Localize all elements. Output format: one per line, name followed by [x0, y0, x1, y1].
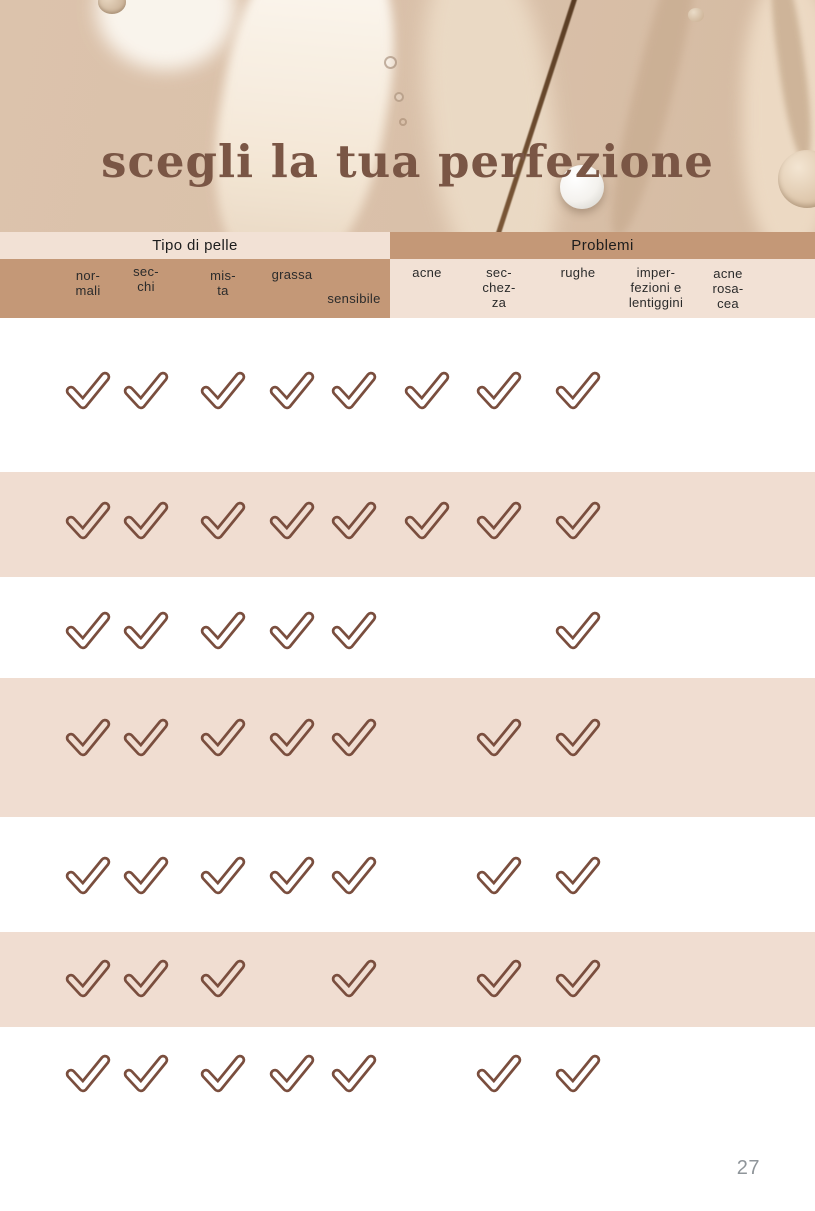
table-body — [0, 318, 815, 1211]
group-title-tipo-di-pelle: Tipo di pelle — [0, 232, 390, 259]
column-header-imperfezioni: imper- fezioni e lentiggini — [628, 265, 684, 310]
droplet — [98, 0, 126, 14]
check-icon — [65, 611, 111, 650]
table-row — [0, 817, 815, 932]
column-header-secchi: sec- chi — [133, 264, 159, 294]
check-icon — [331, 1054, 377, 1093]
skin-type-group: Tipo di pelle nor- mali sec- chi mis- ta gr… — [0, 232, 390, 318]
check-icon — [200, 856, 246, 895]
table-row — [0, 932, 815, 1027]
column-header-grassa: grassa — [271, 267, 313, 282]
check-icon — [123, 1054, 169, 1093]
check-icon — [331, 371, 377, 410]
check-icon — [555, 371, 601, 410]
check-icon — [200, 501, 246, 540]
table-header: Tipo di pelle nor- mali sec- chi mis- ta gr… — [0, 232, 815, 318]
check-icon — [331, 959, 377, 998]
check-icon — [476, 856, 522, 895]
page-title: scegli la tua perfezione — [101, 135, 714, 188]
check-icon — [555, 856, 601, 895]
check-icon — [200, 611, 246, 650]
check-icon — [476, 718, 522, 757]
check-icon — [65, 1054, 111, 1093]
hero-photo: scegli la tua perfezione — [0, 0, 815, 232]
check-icon — [555, 1054, 601, 1093]
check-icon — [123, 611, 169, 650]
droplet — [688, 8, 704, 22]
check-icon — [65, 959, 111, 998]
cream-streak — [599, 0, 711, 232]
check-icon — [123, 718, 169, 757]
check-icon — [269, 611, 315, 650]
check-icon — [476, 959, 522, 998]
check-icon — [555, 718, 601, 757]
check-icon — [269, 718, 315, 757]
column-header-acne-rosacea: acne rosa- cea — [712, 266, 744, 311]
check-icon — [123, 501, 169, 540]
check-icon — [331, 718, 377, 757]
check-icon — [269, 371, 315, 410]
column-header-rughe: rughe — [560, 265, 596, 280]
check-icon — [404, 501, 450, 540]
table-row — [0, 678, 815, 817]
check-icon — [476, 371, 522, 410]
check-icon — [65, 856, 111, 895]
check-icon — [331, 856, 377, 895]
problems-columns: acne sec- chez- za rughe imper- fezioni e l… — [390, 259, 815, 318]
problems-group: Problemi acne sec- chez- za rughe imper- fe… — [390, 232, 815, 318]
bubble — [394, 92, 404, 102]
check-icon — [65, 371, 111, 410]
check-icon — [200, 959, 246, 998]
check-icon — [200, 718, 246, 757]
check-icon — [331, 611, 377, 650]
check-icon — [269, 1054, 315, 1093]
check-icon — [555, 959, 601, 998]
table-row — [0, 472, 815, 577]
check-icon — [476, 1054, 522, 1093]
check-icon — [65, 718, 111, 757]
table-row — [0, 318, 815, 472]
check-icon — [200, 371, 246, 410]
white-sphere — [560, 165, 604, 209]
check-icon — [555, 501, 601, 540]
group-title-problemi: Problemi — [390, 232, 815, 259]
bubble — [384, 56, 397, 69]
skin-type-columns: nor- mali sec- chi mis- ta grassa sensibile — [0, 259, 390, 318]
check-icon — [65, 501, 111, 540]
check-icon — [476, 501, 522, 540]
column-header-secchezza: sec- chez- za — [482, 265, 516, 310]
check-icon — [123, 371, 169, 410]
check-icon — [269, 856, 315, 895]
column-header-acne: acne — [412, 265, 442, 280]
check-icon — [555, 611, 601, 650]
page-number: 27 — [736, 1157, 760, 1179]
table-row — [0, 1027, 815, 1211]
check-icon — [269, 501, 315, 540]
column-header-mista: mis- ta — [210, 268, 236, 298]
column-header-normali: nor- mali — [75, 268, 101, 298]
check-icon — [123, 959, 169, 998]
check-icon — [200, 1054, 246, 1093]
check-icon — [331, 501, 377, 540]
table-row — [0, 577, 815, 678]
check-icon — [404, 371, 450, 410]
cream-smear — [407, 0, 574, 232]
column-header-sensibile: sensibile — [327, 291, 381, 306]
check-icon — [123, 856, 169, 895]
bubble — [399, 118, 407, 126]
